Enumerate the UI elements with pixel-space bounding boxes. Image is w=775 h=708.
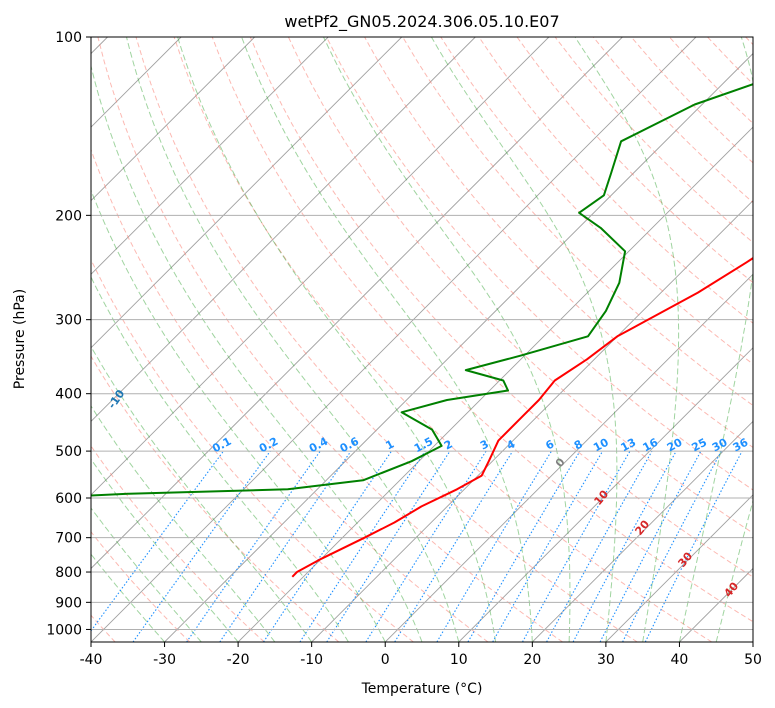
x-tick-label: 20 bbox=[523, 652, 541, 668]
moist-adiabat-line bbox=[91, 64, 423, 642]
dry-adiabat-line bbox=[326, 37, 753, 491]
mixing-ratio-line bbox=[132, 450, 271, 642]
profile-lines bbox=[91, 83, 753, 578]
dry-adiabat-line bbox=[91, 531, 191, 642]
dry-adiabat-line bbox=[91, 355, 340, 642]
dry-adiabat-line bbox=[516, 37, 753, 284]
isotherm-line bbox=[532, 420, 753, 642]
mixing-ratio-label: 10 bbox=[591, 436, 611, 455]
y-tick-label: 400 bbox=[55, 387, 82, 403]
isotherm-line bbox=[91, 37, 255, 202]
y-tick-label: 700 bbox=[55, 531, 82, 547]
isotherm-line bbox=[91, 37, 697, 642]
isotherm-line bbox=[458, 347, 753, 642]
moist-adiabat-line bbox=[91, 188, 386, 642]
x-tick-label: -20 bbox=[227, 652, 250, 668]
x-tick-label: 50 bbox=[744, 652, 762, 668]
mixing-ratio-line bbox=[299, 450, 426, 642]
mixing-ratio-line bbox=[263, 450, 392, 642]
moist-adiabat-line bbox=[91, 275, 349, 642]
dry-adiabat-line bbox=[135, 37, 638, 642]
isotherm-line bbox=[164, 52, 753, 642]
y-axis: 100 200 300 400 500 600 700 800 900 1000 bbox=[46, 30, 91, 638]
moist-adiabat-line bbox=[574, 37, 680, 642]
moist-adiabat-line bbox=[91, 458, 239, 642]
dry-adiabat-line bbox=[173, 37, 713, 642]
dry-adiabat-line bbox=[91, 445, 265, 642]
isotherm-line bbox=[91, 37, 550, 496]
mixing-ratio-line bbox=[91, 450, 224, 632]
y-tick-label: 1000 bbox=[46, 622, 82, 638]
x-tick-label: -30 bbox=[153, 652, 176, 668]
background-lines bbox=[91, 37, 753, 642]
mixing-ratio-label: 25 bbox=[689, 436, 709, 455]
red-profile-line bbox=[291, 256, 753, 578]
y-tick-label: 500 bbox=[55, 444, 82, 460]
isotherm-line bbox=[384, 273, 753, 642]
mixing-ratio-line bbox=[522, 450, 631, 642]
pressure-gridlines bbox=[91, 37, 753, 630]
y-axis-title: Pressure (hPa) bbox=[12, 289, 28, 389]
isotherm-line bbox=[237, 126, 753, 642]
mixing-ratio-line bbox=[572, 450, 677, 642]
x-axis: -40 -30 -20 -10 0 10 20 30 40 50 bbox=[80, 642, 762, 668]
mixing-ratio-line bbox=[186, 450, 321, 642]
dry-adiabat-line bbox=[249, 37, 753, 578]
y-tick-label: 900 bbox=[55, 595, 82, 611]
x-tick-label: -10 bbox=[300, 652, 323, 668]
isotherm-line bbox=[605, 494, 753, 642]
mixing-ratio-label: 30 bbox=[710, 436, 730, 455]
x-tick-label: 40 bbox=[671, 652, 689, 668]
mixing-ratio-line bbox=[644, 450, 743, 642]
x-tick-label: -40 bbox=[80, 652, 103, 668]
moist-adiabat-line bbox=[678, 37, 753, 642]
green-profile-line bbox=[91, 83, 753, 497]
moist-adiabat-line bbox=[91, 405, 276, 642]
y-tick-label: 100 bbox=[55, 30, 82, 46]
moist-adiabat-line bbox=[323, 37, 571, 642]
plot-frame bbox=[90, 36, 754, 643]
isotherm-line bbox=[91, 37, 329, 275]
x-axis-title: Temperature (°C) bbox=[361, 681, 483, 697]
x-tick-label: 0 bbox=[381, 652, 390, 668]
dry-adiabat-line bbox=[402, 37, 753, 407]
mixing-ratio-line bbox=[622, 450, 722, 642]
moist-adiabat-line bbox=[241, 37, 533, 642]
isotherm-line bbox=[91, 37, 476, 422]
isotherm-line bbox=[91, 37, 403, 349]
y-tick-label: 600 bbox=[55, 491, 82, 507]
mixing-ratio-line bbox=[365, 450, 487, 642]
mixing-ratio-line bbox=[436, 450, 552, 642]
dry-adiabat-line bbox=[91, 258, 414, 642]
x-tick-label: 10 bbox=[450, 652, 468, 668]
moist-adiabat-line bbox=[126, 37, 460, 642]
dry-adiabat-line bbox=[478, 37, 753, 324]
x-tick-label: 30 bbox=[597, 652, 615, 668]
mixing-ratio-line bbox=[546, 450, 653, 642]
moist-adiabat-line bbox=[91, 507, 202, 642]
moist-adiabat-line bbox=[177, 37, 497, 642]
mixing-ratio-line bbox=[219, 450, 352, 642]
dry-adiabat-line bbox=[211, 37, 753, 623]
moist-adiabat-line bbox=[91, 345, 313, 642]
mixing-ratio-line bbox=[326, 450, 451, 642]
chart-title: wetPf2_GN05.2024.306.05.10.E07 bbox=[284, 12, 559, 32]
mixing-ratio-line bbox=[394, 450, 514, 642]
mixing-ratio-label: 20 bbox=[665, 436, 685, 455]
moist-adiabat-line bbox=[430, 37, 618, 642]
mixing-ratio-line bbox=[599, 450, 702, 642]
isotherm-line bbox=[91, 37, 623, 570]
y-tick-label: 200 bbox=[55, 208, 82, 224]
mixing-ratio-label: 16 bbox=[641, 436, 661, 455]
mixing-ratio-label: 13 bbox=[619, 436, 639, 455]
dry-adiabat-line bbox=[97, 37, 563, 642]
y-tick-label: 800 bbox=[55, 565, 82, 581]
y-tick-label: 300 bbox=[55, 313, 82, 329]
mixing-ratio-label: 36 bbox=[731, 436, 751, 455]
moist-adiabat-line bbox=[91, 553, 165, 642]
